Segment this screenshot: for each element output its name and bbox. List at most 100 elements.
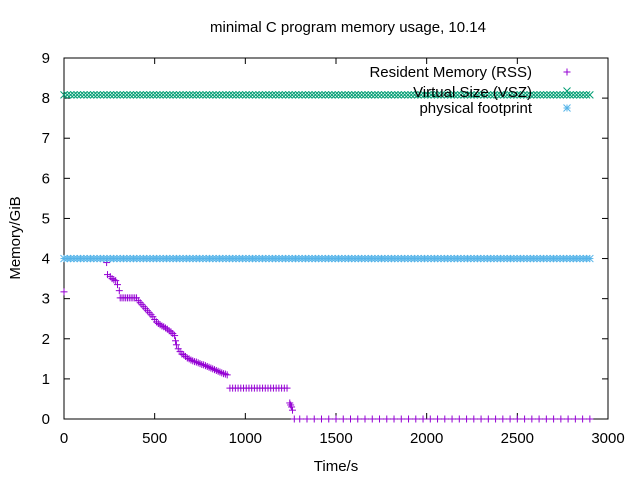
vsz-point <box>466 91 475 99</box>
rss-point <box>209 365 217 373</box>
vsz-point <box>430 91 439 99</box>
rss-point <box>325 415 333 423</box>
vsz-point <box>232 91 240 99</box>
vsz-point <box>480 91 488 99</box>
vsz-point <box>533 91 541 99</box>
rss-point <box>419 415 427 423</box>
vsz-point <box>397 91 406 99</box>
vsz-point <box>526 91 535 99</box>
vsz-point <box>503 91 512 99</box>
vsz-point <box>278 91 287 99</box>
vsz-point <box>390 91 399 99</box>
rss-point <box>535 415 543 423</box>
vsz-point <box>122 91 131 99</box>
rss-point <box>448 415 456 423</box>
vsz-point <box>99 91 108 99</box>
vsz-point <box>443 91 452 99</box>
vsz-point <box>420 91 429 99</box>
rss-point <box>165 327 173 335</box>
vsz-point <box>377 91 386 99</box>
vsz-point <box>493 91 502 99</box>
rss-point <box>221 370 229 378</box>
rss-point <box>564 415 572 423</box>
rss-point <box>557 415 565 423</box>
rss-point <box>115 287 123 295</box>
rss-point <box>207 364 215 372</box>
rss-point <box>521 415 529 423</box>
vsz-point <box>513 91 521 99</box>
vsz-point <box>519 91 528 99</box>
rss-point <box>288 406 296 414</box>
vsz-point <box>152 91 161 99</box>
vsz-point <box>93 91 101 99</box>
vsz-point <box>380 91 389 99</box>
vsz-point <box>324 91 333 99</box>
rss-point <box>200 361 208 369</box>
vsz-point <box>387 91 396 99</box>
x-tick-label: 500 <box>142 430 167 447</box>
x-tick-label: 1500 <box>319 430 352 447</box>
vsz-point <box>73 91 82 99</box>
vsz-point <box>516 91 525 99</box>
y-axis-ticks: 0 1 2 3 4 5 6 7 8 9 <box>42 50 608 428</box>
vsz-point <box>225 91 234 99</box>
rss-point <box>434 415 442 423</box>
vsz-point <box>357 91 366 99</box>
legend-marker-vsz <box>563 87 571 95</box>
rss-point <box>368 415 376 423</box>
rss-point <box>154 320 162 328</box>
rss-point <box>201 362 209 370</box>
vsz-point <box>268 91 277 99</box>
rss-point <box>178 350 186 358</box>
vsz-point <box>70 91 78 99</box>
vsz-point <box>552 91 561 99</box>
rss-point <box>455 415 463 423</box>
vsz-point <box>529 91 538 99</box>
rss-point <box>172 337 180 345</box>
vsz-point <box>328 91 336 99</box>
vsz-point <box>215 91 224 99</box>
legend-label-rss: Resident Memory (RSS) <box>369 64 532 81</box>
vsz-point <box>96 91 105 99</box>
vsz-point <box>384 91 392 99</box>
vsz-point <box>66 91 75 99</box>
rss-point <box>354 415 362 423</box>
x-tick-label: 2000 <box>410 430 443 447</box>
legend-marker-symbol <box>563 87 571 95</box>
rss-point <box>506 415 514 423</box>
vsz-point <box>271 91 280 99</box>
vsz-point <box>245 91 254 99</box>
vsz-point <box>251 91 260 99</box>
vsz-point <box>523 91 531 99</box>
vsz-point <box>440 91 449 99</box>
vsz-point <box>460 91 469 99</box>
y-tick-label: 3 <box>42 291 50 308</box>
vsz-point <box>172 91 181 99</box>
rss-point <box>347 415 355 423</box>
vsz-point <box>423 91 432 99</box>
vsz-point <box>79 91 88 99</box>
vsz-point <box>506 91 515 99</box>
vsz-point <box>175 91 184 99</box>
vsz-point <box>450 91 459 99</box>
rss-point <box>181 352 189 360</box>
vsz-point <box>202 91 211 99</box>
vsz-point <box>199 91 207 99</box>
vsz-point <box>473 91 482 99</box>
vsz-point <box>291 91 300 99</box>
vsz-point <box>433 91 442 99</box>
rss-point <box>189 357 197 365</box>
vsz-point <box>447 91 455 99</box>
vsz-point <box>106 91 115 99</box>
rss-point <box>361 415 369 423</box>
y-tick-label: 5 <box>42 210 50 227</box>
vsz-point <box>142 91 151 99</box>
rss-point <box>156 321 164 329</box>
vsz-point <box>311 91 320 99</box>
vsz-point <box>576 91 584 99</box>
rss-point <box>283 384 291 392</box>
y-tick-label: 0 <box>42 411 50 428</box>
vsz-point <box>146 91 154 99</box>
rss-point <box>542 415 550 423</box>
footprint-point <box>586 254 594 263</box>
